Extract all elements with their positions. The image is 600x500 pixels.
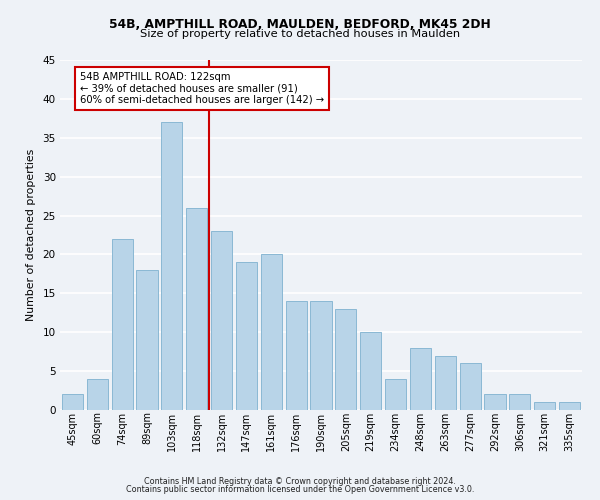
Bar <box>211 231 232 410</box>
Bar <box>112 239 133 410</box>
Bar <box>534 402 555 410</box>
Bar <box>435 356 456 410</box>
Bar <box>410 348 431 410</box>
Bar <box>286 301 307 410</box>
Bar <box>236 262 257 410</box>
Bar <box>261 254 282 410</box>
Bar <box>484 394 506 410</box>
Bar <box>62 394 83 410</box>
Bar <box>559 402 580 410</box>
Text: 54B, AMPTHILL ROAD, MAULDEN, BEDFORD, MK45 2DH: 54B, AMPTHILL ROAD, MAULDEN, BEDFORD, MK… <box>109 18 491 30</box>
Y-axis label: Number of detached properties: Number of detached properties <box>26 149 35 321</box>
Bar <box>335 309 356 410</box>
Text: 54B AMPTHILL ROAD: 122sqm
← 39% of detached houses are smaller (91)
60% of semi-: 54B AMPTHILL ROAD: 122sqm ← 39% of detac… <box>80 72 324 105</box>
Bar <box>186 208 207 410</box>
Bar <box>136 270 158 410</box>
Bar <box>385 379 406 410</box>
Bar <box>310 301 332 410</box>
Bar <box>161 122 182 410</box>
Bar <box>360 332 381 410</box>
Text: Contains HM Land Registry data © Crown copyright and database right 2024.: Contains HM Land Registry data © Crown c… <box>144 477 456 486</box>
Text: Contains public sector information licensed under the Open Government Licence v3: Contains public sector information licen… <box>126 485 474 494</box>
Text: Size of property relative to detached houses in Maulden: Size of property relative to detached ho… <box>140 29 460 39</box>
Bar <box>87 379 108 410</box>
Bar <box>460 364 481 410</box>
Bar <box>509 394 530 410</box>
